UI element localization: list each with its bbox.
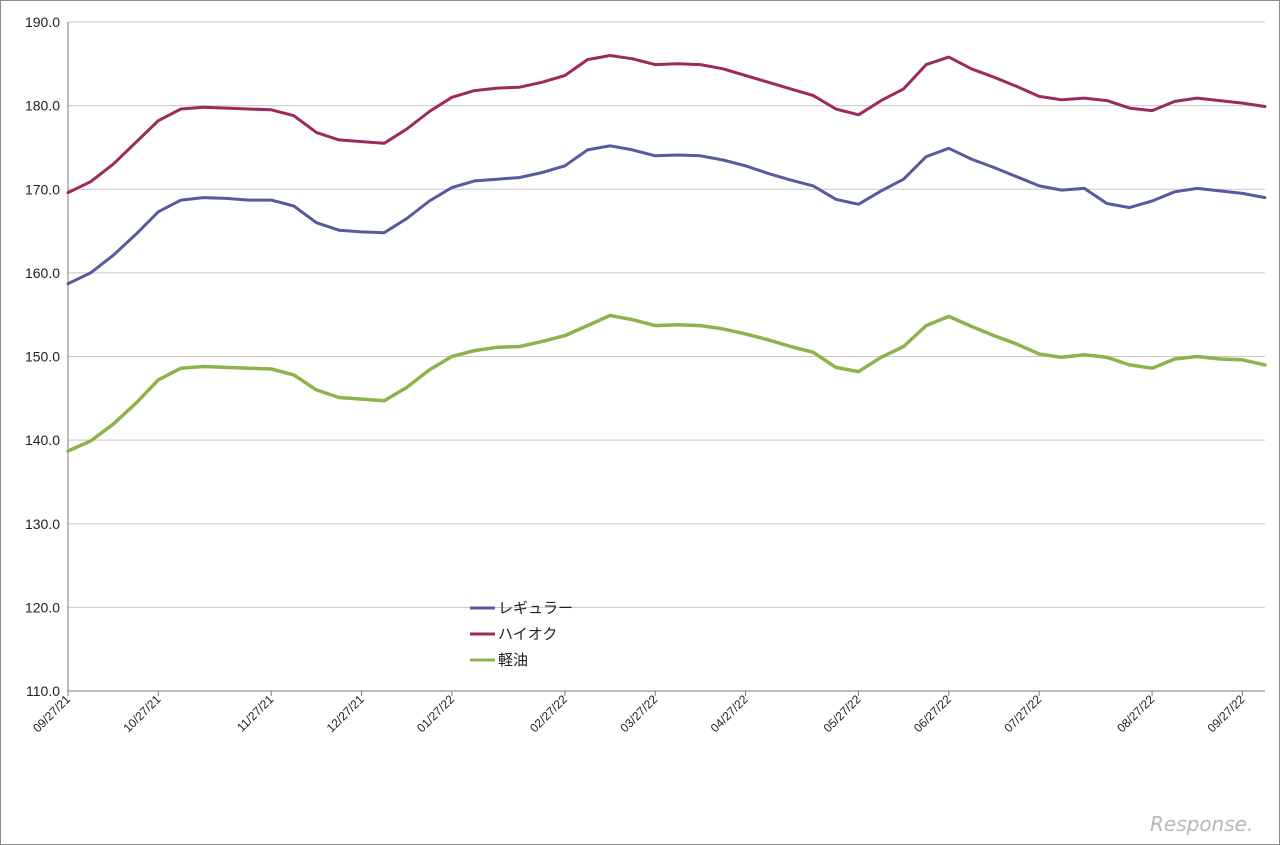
- x-tick-label: 04/27/22: [708, 692, 751, 735]
- x-tick-label: 06/27/22: [911, 692, 954, 735]
- watermark-logo: Response.: [1150, 812, 1254, 836]
- x-tick-label: 01/27/22: [414, 692, 457, 735]
- series-line-2: [66, 313, 1267, 453]
- series-line-0: [66, 144, 1267, 286]
- legend-label: ハイオク: [498, 626, 557, 643]
- x-tick-label: 11/27/21: [234, 692, 277, 735]
- x-tick-label: 02/27/22: [527, 692, 570, 735]
- x-tick-label: 09/27/22: [1205, 692, 1248, 735]
- x-tick-label: 10/27/21: [121, 692, 164, 735]
- x-axis-ticks: 09/27/21 10/27/21 11/27/21 12/27/21 01/27/22…: [30, 691, 1248, 735]
- y-tick-label: 120.0: [25, 599, 60, 615]
- y-tick-label: 160.0: [25, 265, 60, 281]
- y-axis-ticks: 110.0 120.0 130.0 140.0 150.0 160.0 170.0 180.0…: [25, 14, 60, 699]
- x-tick-label: 07/27/22: [1001, 692, 1044, 735]
- y-tick-label: 140.0: [25, 432, 60, 448]
- y-tick-label: 180.0: [25, 98, 60, 114]
- x-tick-label: 12/27/21: [324, 692, 367, 735]
- x-tick-label: 08/27/22: [1114, 692, 1157, 735]
- x-tick-label: 03/27/22: [617, 692, 660, 735]
- axes: [67, 22, 1265, 692]
- y-tick-label: 170.0: [25, 181, 60, 197]
- x-tick-label: 05/27/22: [821, 692, 864, 735]
- y-tick-label: 190.0: [25, 14, 60, 30]
- legend-label: レギュラー: [498, 600, 573, 617]
- y-tick-label: 150.0: [25, 349, 60, 365]
- series-line-1: [66, 54, 1267, 195]
- series-lines: [66, 54, 1267, 453]
- y-tick-label: 130.0: [25, 516, 60, 532]
- legend-label: 軽油: [498, 652, 528, 669]
- y-tick-label: 110.0: [26, 683, 60, 699]
